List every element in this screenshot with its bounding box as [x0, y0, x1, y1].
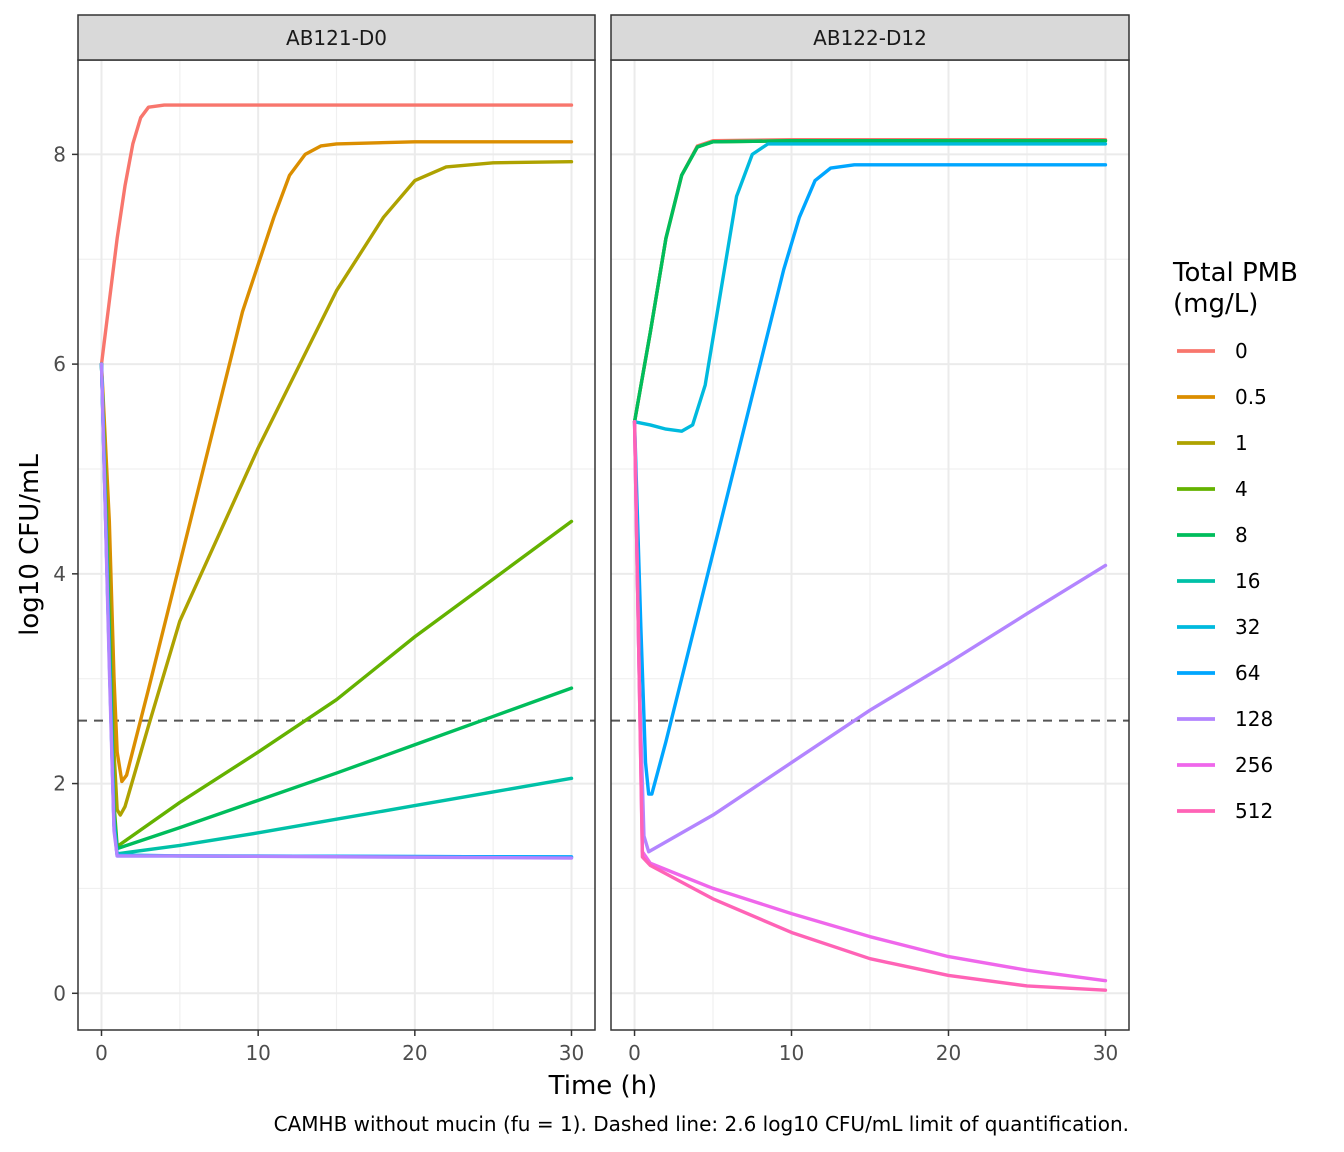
- legend-label: 0.5: [1235, 385, 1267, 409]
- legend: Total PMB(mg/L) 0 0.5 1 4 8 16 32 64 128 256 512: [1172, 258, 1298, 823]
- facet-panels: AB121-D0 0 10 20 30 0 2 4 6 8 AB122-D12 0 10 20 30: [53, 14, 1130, 1065]
- facet-panel-1: AB121-D0 0 10 20 30 0 2 4 6 8: [53, 14, 596, 1065]
- legend-item: 1: [1177, 431, 1248, 455]
- y-tick-label: 0: [53, 981, 66, 1005]
- legend-label: 8: [1235, 523, 1248, 547]
- legend-label: 4: [1235, 477, 1248, 501]
- legend-label: 64: [1235, 661, 1260, 685]
- legend-label: 128: [1235, 707, 1273, 731]
- series-line-512: [632, 420, 1108, 992]
- legend-label: 256: [1235, 753, 1273, 777]
- legend-item: 512: [1177, 799, 1273, 823]
- legend-item: 64: [1177, 661, 1260, 685]
- y-tick-label: 4: [53, 562, 66, 586]
- x-tick-label: 10: [779, 1041, 804, 1065]
- x-tick-label: 10: [245, 1041, 270, 1065]
- facet-panel-2: AB122-D12 0 10 20 30: [610, 14, 1130, 1065]
- series-line-0-5: [99, 140, 574, 784]
- series-line-0: [99, 103, 574, 366]
- legend-item: 0.5: [1177, 385, 1267, 409]
- legend-title-line: Total PMB: [1172, 258, 1298, 288]
- x-tick-label: 20: [402, 1041, 427, 1065]
- series-line-8: [632, 139, 1108, 424]
- facet-strip: [77, 14, 596, 61]
- legend-item: 4: [1177, 477, 1248, 501]
- x-tick-label: 20: [936, 1041, 961, 1065]
- legend-label: 16: [1235, 569, 1260, 593]
- x-tick-label: 0: [95, 1041, 108, 1065]
- series-line-1: [99, 160, 574, 817]
- caption: CAMHB without mucin (fu = 1). Dashed lin…: [274, 1112, 1129, 1136]
- y-axis-title: log10 CFU/mL: [15, 454, 45, 636]
- legend-label: 512: [1235, 799, 1273, 823]
- legend-item: 8: [1177, 523, 1248, 547]
- x-axis-title: Time (h): [548, 1071, 658, 1101]
- series-line-32: [632, 142, 1108, 433]
- legend-label: 1: [1235, 431, 1248, 455]
- legend-item: 128: [1177, 707, 1273, 731]
- legend-item: 32: [1177, 615, 1260, 639]
- legend-label: 0: [1235, 339, 1248, 363]
- legend-title-line: (mg/L): [1173, 289, 1258, 319]
- y-tick-label: 6: [53, 352, 66, 376]
- facet-strip-label: AB122-D12: [813, 26, 927, 50]
- series-line-64: [632, 163, 1108, 796]
- legend-item: 16: [1177, 569, 1260, 593]
- facet-strip: [610, 14, 1130, 61]
- legend-item: 256: [1177, 753, 1273, 777]
- facet-strip-label: AB121-D0: [286, 26, 387, 50]
- series-line-128: [99, 362, 574, 860]
- x-tick-label: 30: [1093, 1041, 1118, 1065]
- legend-item: 0: [1177, 339, 1248, 363]
- y-tick-label: 2: [53, 772, 66, 796]
- x-tick-label: 30: [559, 1041, 584, 1065]
- x-tick-label: 0: [628, 1041, 641, 1065]
- legend-label: 32: [1235, 615, 1260, 639]
- y-tick-label: 8: [53, 142, 66, 166]
